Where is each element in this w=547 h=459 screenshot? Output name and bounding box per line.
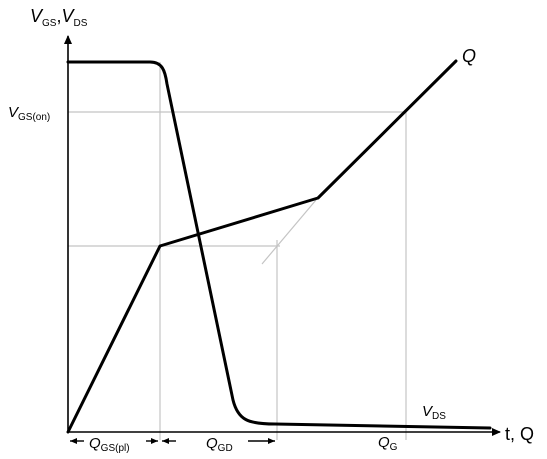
vds-curve-label: VDS — [422, 403, 446, 422]
vgs-on-label: VGS(on) — [8, 104, 50, 123]
y-axis-label: VGS,VDS — [30, 6, 88, 29]
vds-curve — [66, 60, 492, 430]
extrapolation-guide — [261, 199, 317, 265]
guide-lines — [68, 62, 407, 440]
qg-label: QG — [378, 434, 398, 453]
axes — [64, 35, 501, 436]
curves — [66, 59, 492, 434]
qgs-pl-label: QGS(pl) — [89, 435, 130, 454]
qgd-label: QGD — [206, 435, 233, 454]
q-curve-label: Q — [462, 46, 476, 66]
q-curve — [66, 59, 458, 434]
x-axis-label: t, Q — [505, 424, 534, 444]
